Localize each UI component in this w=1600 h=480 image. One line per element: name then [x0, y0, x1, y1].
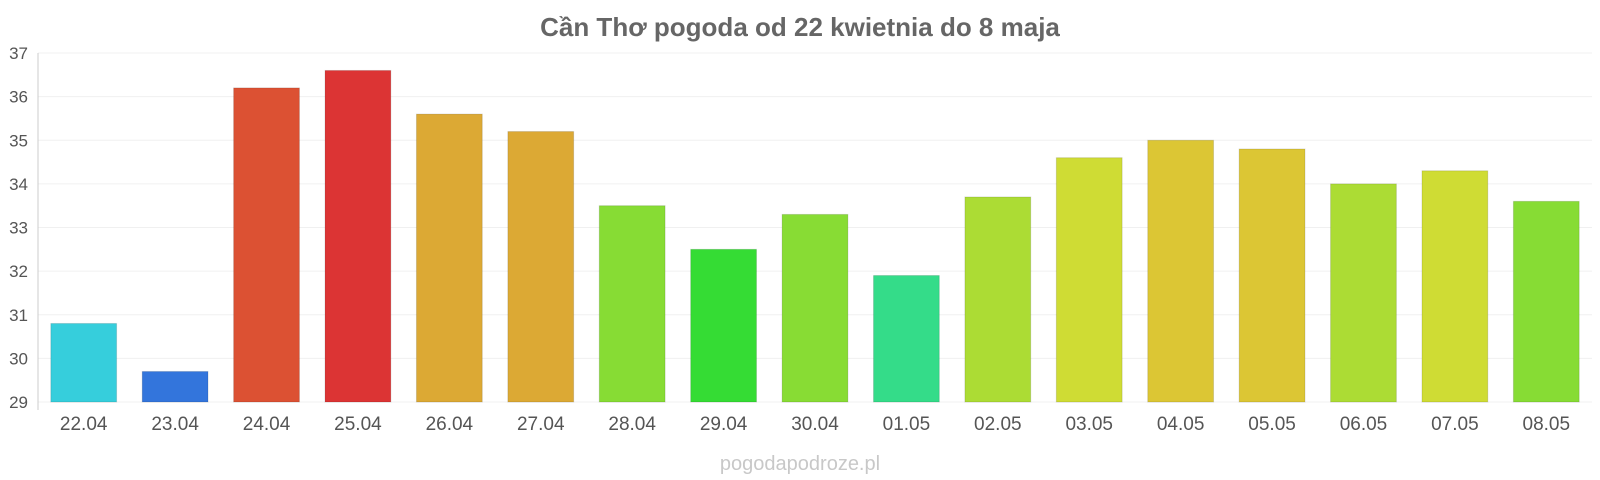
x-axis: 22.04 23.04 24.04 25.04 26.04 27.04 28.04 29.04… [60, 414, 1570, 435]
x-tick-label: 30.04 [791, 414, 839, 435]
y-tick-label: 29 [9, 393, 28, 412]
y-tick-label: 34 [9, 175, 28, 194]
bar-26.04 [415, 113, 483, 403]
chart-title: Cần Thơ pogoda od 22 kwietnia do 8 maja [540, 12, 1060, 42]
x-tick-label: 08.05 [1523, 414, 1571, 435]
x-tick-label: 29.04 [700, 414, 748, 435]
bar-29.04 [690, 248, 757, 403]
y-tick-label: 36 [9, 88, 28, 107]
bar-04.05 [1147, 139, 1215, 403]
y-tick-label: 32 [9, 262, 28, 281]
x-tick-label: 24.04 [243, 414, 291, 435]
x-tick-label: 07.05 [1431, 414, 1479, 435]
x-tick-label: 28.04 [608, 414, 656, 435]
x-tick-label: 25.04 [334, 414, 382, 435]
bar-03.05 [1055, 157, 1123, 403]
x-tick-label: 01.05 [883, 414, 931, 435]
x-tick-label: 05.05 [1248, 414, 1296, 435]
bar-06.05 [1330, 183, 1397, 403]
bar-05.05 [1238, 148, 1306, 403]
x-tick-label: 02.05 [974, 414, 1022, 435]
bar-01.05 [873, 274, 940, 403]
y-axis: 29 30 31 32 33 34 35 36 37 [9, 44, 39, 412]
watermark: pogodapodroze.pl [720, 453, 880, 475]
bar-27.04 [507, 131, 575, 403]
bar-23.04 [141, 370, 209, 403]
x-tick-label: 04.05 [1157, 414, 1205, 435]
x-tick-label: 22.04 [60, 414, 108, 435]
x-tick-label: 26.04 [426, 414, 474, 435]
y-tick-label: 31 [9, 306, 28, 325]
y-tick-label: 33 [9, 219, 28, 238]
bar-24.04 [233, 87, 300, 403]
bar-28.04 [598, 205, 666, 403]
x-tick-label: 06.05 [1340, 414, 1388, 435]
bar-22.04 [50, 322, 118, 403]
bar-08.05 [1512, 200, 1580, 403]
bar-02.05 [964, 196, 1032, 403]
x-tick-label: 03.05 [1065, 414, 1113, 435]
y-tick-label: 30 [9, 349, 28, 368]
y-tick-label: 37 [9, 44, 28, 63]
bar-30.04 [781, 213, 849, 403]
x-tick-label: 27.04 [517, 414, 565, 435]
y-tick-label: 35 [9, 131, 28, 150]
bar-07.05 [1421, 170, 1489, 403]
x-tick-label: 23.04 [151, 414, 199, 435]
bars [50, 69, 1580, 403]
bar-25.04 [324, 69, 392, 403]
